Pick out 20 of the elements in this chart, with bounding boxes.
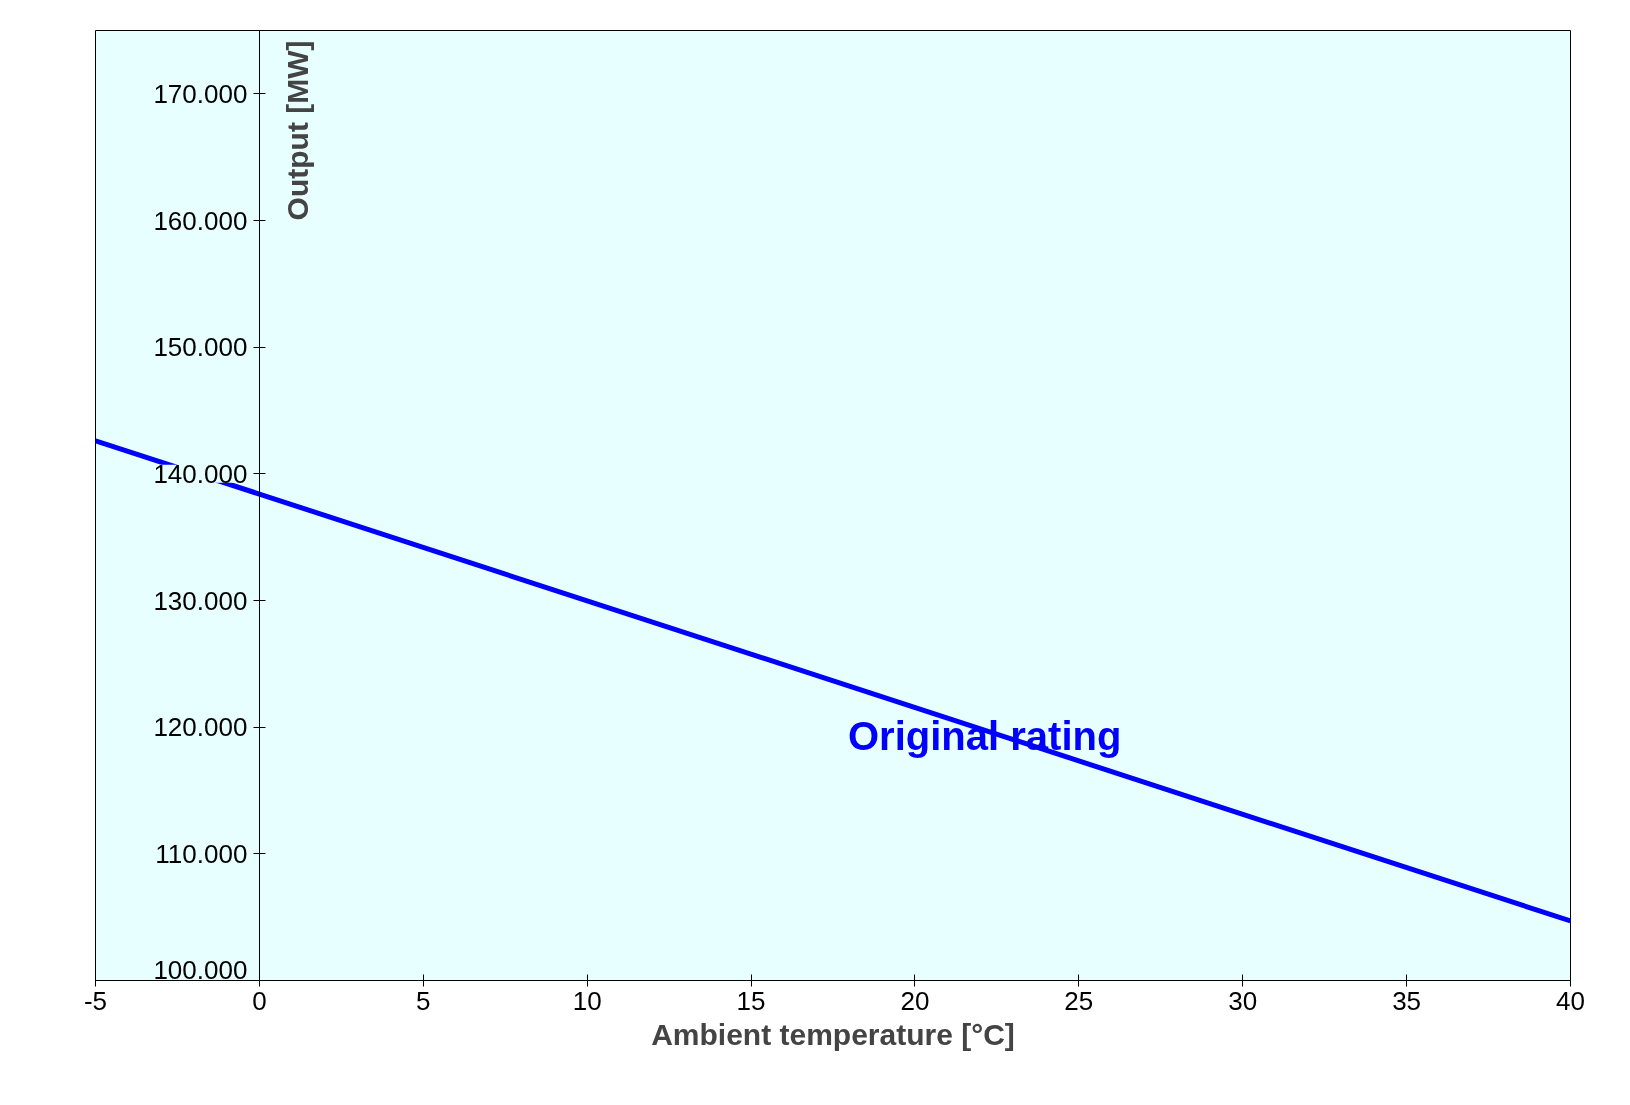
y-tick-label: 110.000 bbox=[155, 838, 248, 869]
y-tick-label: 150.000 bbox=[153, 332, 248, 363]
x-tick-label: 30 bbox=[1228, 985, 1258, 1016]
y-tick-label: 100.000 bbox=[153, 954, 248, 985]
y-axis-title: Output [MW] bbox=[281, 40, 315, 221]
y-tick-label: 160.000 bbox=[153, 205, 248, 236]
x-axis-title: Ambient temperature [°C] bbox=[651, 1017, 1015, 1051]
y-tick-label: 120.000 bbox=[153, 712, 248, 743]
x-tick-label: 15 bbox=[736, 985, 766, 1016]
x-tick-label: 10 bbox=[572, 985, 602, 1016]
x-tick-label: 0 bbox=[252, 985, 267, 1016]
y-tick-label: 170.000 bbox=[153, 78, 248, 109]
x-tick-label: -5 bbox=[83, 985, 108, 1016]
x-tick-label: 35 bbox=[1392, 985, 1422, 1016]
y-tick-label: 140.000 bbox=[153, 458, 248, 489]
x-tick-label: 40 bbox=[1556, 985, 1585, 1016]
y-tick-label: 130.000 bbox=[153, 585, 248, 616]
x-tick-label: 25 bbox=[1064, 985, 1094, 1016]
x-tick-label: 5 bbox=[416, 985, 431, 1016]
x-tick-label: 20 bbox=[900, 985, 930, 1016]
